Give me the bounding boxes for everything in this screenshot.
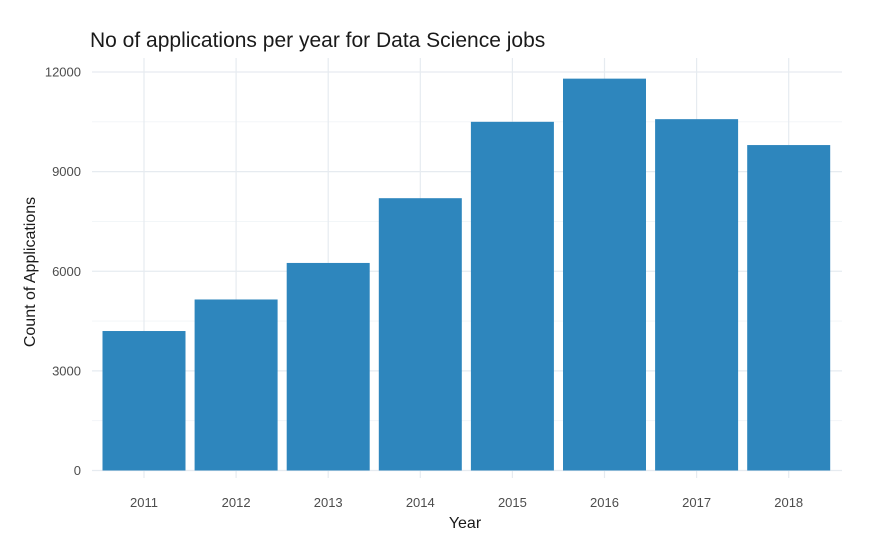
y-tick-label: 9000 [52, 164, 81, 179]
x-tick-label: 2011 [130, 495, 158, 510]
y-axis-ticks: 0 3000 6000 9000 12000 [45, 65, 81, 479]
bar-2016 [563, 78, 646, 471]
x-tick-label: 2013 [314, 495, 343, 510]
bars [102, 78, 831, 471]
x-axis-title: Year [449, 515, 482, 532]
bar-2013 [286, 262, 370, 471]
x-tick-label: 2014 [406, 495, 435, 510]
x-tick-label: 2012 [222, 495, 251, 510]
x-tick-label: 2015 [498, 495, 527, 510]
x-axis-ticks: 2011 2012 2013 2014 2015 2016 2017 2018 [130, 495, 803, 510]
bar-2012 [194, 299, 278, 471]
y-tick-label: 6000 [52, 264, 81, 279]
y-tick-label: 0 [74, 463, 81, 478]
y-axis-title: Count of Applications [22, 197, 39, 347]
bar-2018 [747, 145, 831, 471]
y-tick-label: 12000 [45, 65, 81, 80]
x-tick-label: 2018 [774, 495, 803, 510]
x-tick-label: 2017 [682, 495, 711, 510]
chart-title: No of applications per year for Data Sci… [90, 29, 545, 52]
bar-2015 [470, 121, 554, 471]
bar-2017 [655, 119, 739, 471]
x-tick-label: 2016 [590, 495, 619, 510]
bar-2014 [378, 198, 462, 471]
bar-2011 [102, 331, 186, 471]
y-tick-label: 3000 [52, 363, 81, 378]
